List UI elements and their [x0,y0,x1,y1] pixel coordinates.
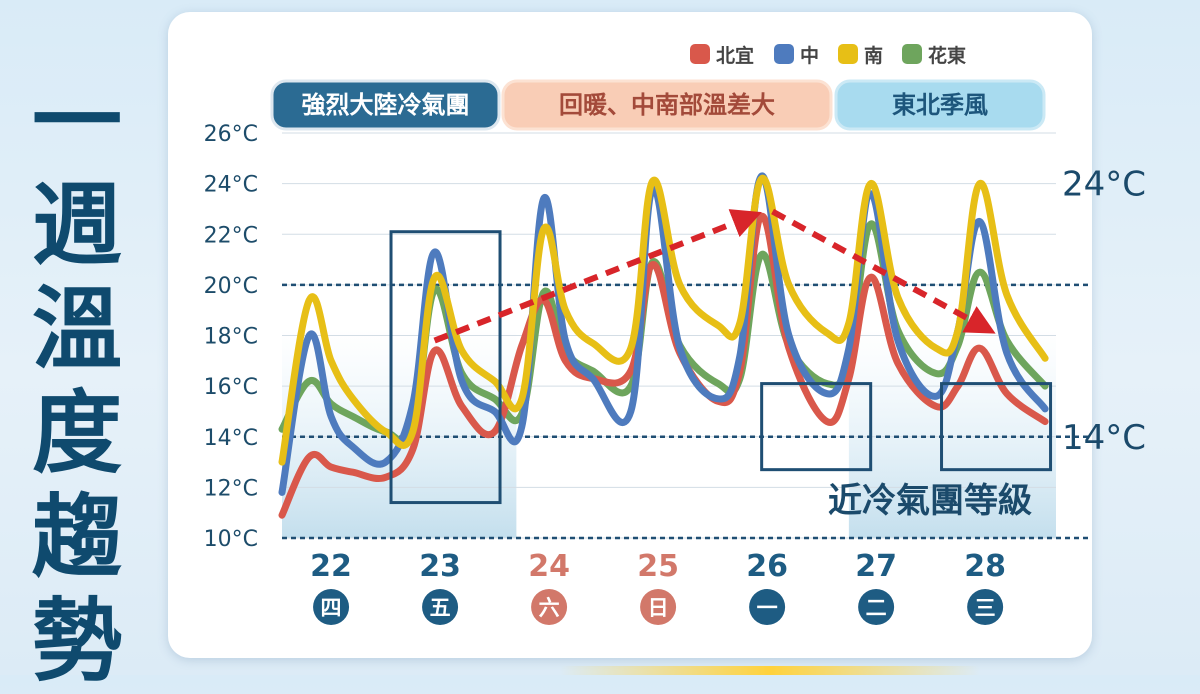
legend-label: 南 [864,45,883,67]
trend-arrow [771,208,996,334]
page-title-char: 週 [32,173,122,278]
series-line [278,212,1049,519]
x-tick-date: 24 [528,549,570,584]
page-title-char: 溫 [32,277,122,382]
y-tick-label: 12°C [204,476,258,501]
box-annotation: 近冷氣團等級 [828,481,1032,521]
x-tick-date: 26 [746,549,788,584]
x-tick-date: 23 [419,549,461,584]
highlight-box [760,382,873,472]
legend-swatch [774,44,794,64]
y-tick-label: 22°C [204,223,258,248]
weekday-badge [313,589,350,625]
legend-swatch [902,44,922,64]
series-line [278,175,1049,466]
weekday-badge-label: 二 [866,596,887,620]
highlight-box [940,382,1053,472]
weekday-badge [967,589,1004,625]
weekday-badge-label: 日 [648,596,669,620]
phase-banner-label: 強烈大陸冷氣團 [302,91,470,119]
x-tick-date: 22 [310,549,352,584]
legend-label: 中 [800,44,819,67]
phase-banner [834,79,1046,131]
y-tick-label: 10°C [204,527,258,552]
page-title-char: 趨 [32,485,122,590]
x-tick-date: 25 [637,549,679,584]
weekday-badge-label: 五 [430,596,451,620]
trend-arrow [433,209,762,344]
x-tick-date: 27 [855,549,897,584]
weekday-badge [640,589,677,625]
y-tick-label: 26°C [204,122,258,147]
legend-swatch [690,44,710,64]
weekday-badge-label: 三 [975,596,996,620]
weekday-badge-label: 一 [757,596,778,620]
weekday-badge-label: 六 [539,596,560,620]
highlight-box [389,230,502,505]
legend-swatch [838,44,858,64]
reference-label: 24°C [1062,165,1146,205]
y-tick-label: 16°C [204,375,258,400]
page-title-char: 一 [32,69,122,174]
weekday-badge [531,589,568,625]
page-title-char: 度 [32,381,122,486]
decorative-glow [560,666,980,675]
y-tick-label: 24°C [204,173,258,198]
reference-label: 14°C [1062,418,1146,458]
temperature-chart: 10°C 12°C 14°C 16°C 18°C 20°C 22°C 24°C 26°C 24°C… [204,44,1146,625]
phase-banner-label: 東北季風 [892,91,988,119]
y-tick-label: 14°C [204,426,258,451]
legend-label: 北宜 [716,44,754,67]
page-title: 一 週 溫 度 趨 勢 [22,70,132,694]
weekday-badge [749,589,786,625]
x-tick-date: 28 [964,549,1006,584]
weekday-badge-label: 四 [321,596,342,620]
y-tick-label: 18°C [204,325,258,350]
weekday-badge [858,589,895,625]
legend-label: 花東 [928,44,966,67]
phase-banner-label: 回暖、中南部溫差大 [559,91,775,119]
phase-banner [501,79,833,131]
phase-banner [270,79,501,131]
weekday-badge [422,589,459,625]
y-tick-label: 20°C [204,274,258,299]
